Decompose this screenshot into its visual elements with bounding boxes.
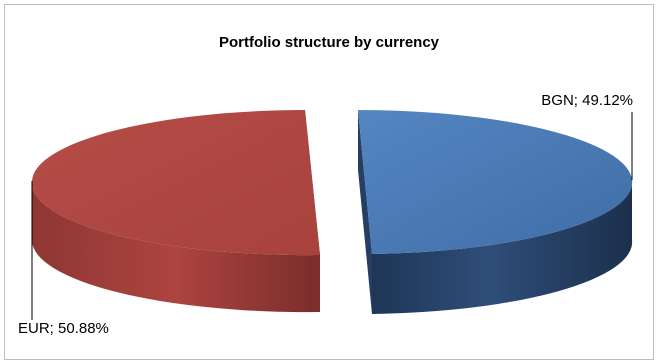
slice-bgn-cut — [358, 110, 372, 314]
chart-title: Portfolio structure by currency — [219, 34, 440, 51]
slice-bgn-top — [358, 110, 633, 254]
slice-bgn-side — [372, 180, 633, 314]
slice-eur-side — [31, 181, 321, 313]
data-label-bgn: BGN; 49.12% — [541, 92, 633, 109]
slice-eur-top — [31, 110, 321, 256]
data-label-eur: EUR; 50.88% — [18, 320, 109, 337]
slice-bgn — [358, 110, 633, 314]
slice-eur — [31, 110, 321, 313]
